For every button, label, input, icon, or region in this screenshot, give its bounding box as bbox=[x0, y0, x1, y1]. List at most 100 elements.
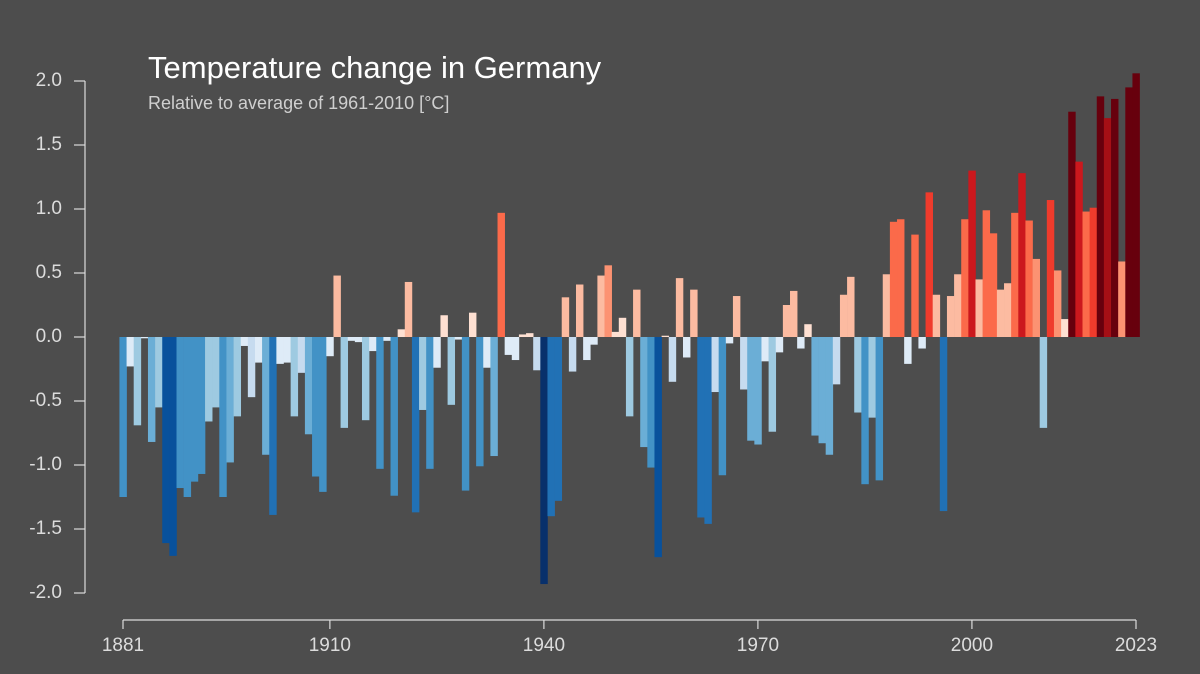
bar bbox=[383, 337, 391, 341]
bar bbox=[968, 170, 976, 337]
bar bbox=[476, 337, 484, 467]
bar bbox=[340, 337, 349, 428]
bar bbox=[996, 289, 1005, 337]
bar bbox=[1011, 212, 1019, 337]
bar bbox=[140, 337, 149, 339]
bar bbox=[847, 276, 855, 337]
bar bbox=[768, 337, 777, 432]
bar bbox=[811, 337, 819, 436]
bar bbox=[1053, 270, 1062, 337]
bar bbox=[989, 233, 998, 337]
x-tick-label: 1970 bbox=[737, 635, 779, 656]
bar bbox=[761, 337, 769, 362]
bar bbox=[911, 234, 919, 337]
bar bbox=[1118, 261, 1126, 337]
bar bbox=[1018, 173, 1026, 337]
bar bbox=[1103, 118, 1112, 338]
bar bbox=[868, 337, 876, 418]
bar bbox=[511, 337, 520, 361]
bar bbox=[547, 337, 555, 517]
x-tick-label: 2023 bbox=[1115, 635, 1157, 656]
bar bbox=[975, 279, 983, 337]
x-tick-label: 2000 bbox=[951, 635, 993, 656]
bar bbox=[790, 290, 798, 337]
y-tick-label: -0.5 bbox=[29, 390, 62, 411]
bar bbox=[197, 337, 206, 474]
bar bbox=[433, 337, 441, 368]
bar bbox=[490, 337, 498, 457]
bar bbox=[754, 337, 762, 445]
bar bbox=[683, 337, 691, 358]
x-tick-label: 1940 bbox=[523, 635, 565, 656]
bar bbox=[946, 296, 955, 337]
bar bbox=[233, 337, 242, 417]
bars bbox=[119, 73, 1140, 585]
bar bbox=[661, 335, 670, 337]
bar bbox=[1111, 98, 1119, 337]
bar bbox=[797, 337, 805, 349]
bar bbox=[861, 337, 869, 485]
bar bbox=[297, 337, 306, 373]
bar bbox=[1061, 319, 1069, 337]
bar bbox=[269, 337, 277, 515]
y-tick-label: -1.0 bbox=[29, 454, 62, 475]
bar bbox=[283, 337, 291, 363]
bar bbox=[468, 312, 477, 337]
bar bbox=[982, 210, 991, 337]
bar bbox=[426, 337, 434, 469]
bar bbox=[347, 337, 356, 341]
bar bbox=[961, 219, 969, 337]
bar bbox=[461, 337, 470, 491]
bar bbox=[190, 337, 199, 482]
bar bbox=[647, 337, 655, 468]
y-tick-label: 0.0 bbox=[36, 326, 62, 347]
bar bbox=[633, 289, 641, 337]
bar bbox=[583, 337, 591, 361]
bar bbox=[925, 192, 933, 337]
y-tick-label: 1.5 bbox=[36, 134, 62, 155]
chart-title: Temperature change in Germany bbox=[148, 50, 602, 85]
bar bbox=[169, 337, 177, 556]
bar bbox=[554, 337, 563, 501]
bar bbox=[1025, 220, 1033, 337]
bar bbox=[1089, 207, 1098, 337]
bar bbox=[147, 337, 156, 442]
bar bbox=[1075, 161, 1083, 337]
bar bbox=[897, 219, 905, 337]
bar bbox=[333, 275, 341, 337]
bar bbox=[854, 337, 862, 413]
bar bbox=[711, 337, 719, 393]
bar bbox=[575, 284, 584, 337]
bar bbox=[1046, 200, 1055, 337]
bar bbox=[176, 337, 184, 489]
bar bbox=[918, 337, 926, 349]
bar bbox=[133, 337, 142, 426]
bar bbox=[654, 337, 662, 558]
bar bbox=[226, 337, 234, 463]
bar bbox=[247, 337, 256, 398]
bar bbox=[419, 337, 427, 410]
bar bbox=[675, 278, 684, 337]
bar bbox=[240, 337, 249, 346]
bar bbox=[875, 337, 884, 481]
bar bbox=[889, 221, 898, 337]
bar bbox=[219, 337, 227, 497]
bar bbox=[782, 305, 791, 337]
bar bbox=[397, 329, 406, 337]
bar bbox=[597, 275, 605, 337]
bar bbox=[932, 294, 941, 337]
bar bbox=[1132, 73, 1140, 337]
bar bbox=[497, 212, 505, 337]
bar bbox=[882, 274, 891, 337]
bar bbox=[640, 337, 648, 448]
bar bbox=[825, 337, 834, 455]
bar bbox=[1125, 87, 1133, 338]
bar bbox=[119, 337, 127, 497]
bar bbox=[312, 337, 320, 477]
y-tick-label: -1.5 bbox=[29, 518, 62, 539]
bar bbox=[954, 274, 962, 337]
y-tick-label: -2.0 bbox=[29, 582, 62, 603]
bar bbox=[319, 337, 327, 492]
bar bbox=[1032, 258, 1040, 337]
